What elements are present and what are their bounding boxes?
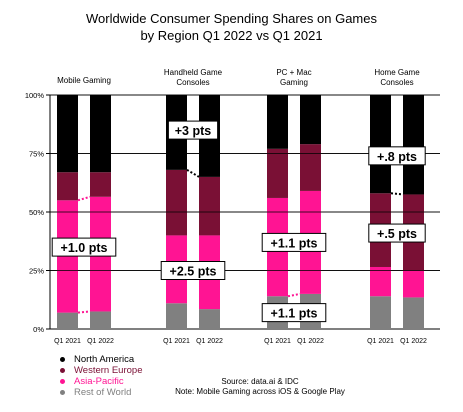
bar-segment-north-america (267, 95, 288, 149)
legend-swatch (60, 357, 65, 362)
group-header-pc-mac-gaming: Gaming (280, 78, 308, 87)
bar-segment-western-europe (166, 169, 187, 236)
group-header-mobile-gaming: Mobile Gaming (57, 76, 111, 85)
annotation-box (160, 261, 226, 280)
annotation-label-western-europe: +.5 pts (377, 227, 417, 241)
change-connector-rest-of-world (287, 292, 301, 298)
group-header-home-game-consoles: Home Game (374, 68, 420, 77)
x-tick-label: Q1 2022 (297, 338, 324, 345)
legend-label: North America (74, 354, 135, 365)
legend-item-asia-pacific: Asia-Pacific (60, 376, 142, 387)
legend-label: Western Europe (74, 365, 143, 376)
legend-swatch (60, 368, 65, 373)
y-tick-label: 50% (29, 208, 44, 217)
legend-label: Asia-Pacific (74, 376, 124, 387)
bar-segment-western-europe (199, 176, 220, 236)
bar-segment-asia-pacific (403, 270, 424, 298)
bar-segment-north-america (300, 95, 321, 145)
bar-segment-north-america (90, 95, 111, 173)
annotation-label-asia-pacific: +1.1 pts (271, 236, 318, 250)
legend-label: Rest of World (74, 387, 132, 398)
x-tick-label: Q1 2022 (87, 338, 114, 345)
group-header-home-game-consoles: Consoles (380, 78, 413, 87)
annotation-box (261, 232, 327, 252)
y-tick-label: 0% (33, 325, 44, 334)
y-tick-label: 75% (29, 150, 44, 159)
annotation-label-asia-pacific: +1.0 pts (61, 241, 108, 255)
change-connector-western-europe (390, 192, 404, 196)
bar-segment-western-europe (267, 148, 288, 198)
annotation-box (368, 223, 426, 243)
annotation-box (167, 120, 219, 140)
bar-segment-rest-of-world (90, 311, 111, 329)
legend-item-rest-of-world: Rest of World (60, 387, 142, 398)
bar-segment-western-europe (90, 172, 111, 197)
group-header-pc-mac-gaming: PC + Mac (276, 68, 311, 77)
chart-subtitle: by Region Q1 2022 vs Q1 2021 (140, 28, 323, 43)
bar-segment-rest-of-world (370, 296, 391, 329)
x-tick-label: Q1 2021 (367, 338, 394, 345)
annotation-box (51, 237, 117, 257)
change-connector-asia-pacific (77, 195, 91, 202)
chart-title: Worldwide Consumer Spending Shares on Ga… (86, 11, 377, 26)
annotation-box (368, 146, 426, 166)
bar-segment-rest-of-world (403, 297, 424, 329)
bar-segment-western-europe (300, 144, 321, 191)
x-tick-label: Q1 2021 (54, 338, 81, 345)
annotation-box (261, 303, 327, 323)
legend-item-western-europe: Western Europe (60, 365, 142, 376)
annotation-label-rest-of-world: +1.1 pts (271, 307, 318, 321)
annotation-label-asia-pacific: +2.5 pts (170, 265, 217, 279)
legend-swatch (60, 379, 65, 384)
source-note: Source: data.ai & IDC (221, 377, 299, 386)
change-connector-rest-of-world (77, 310, 91, 314)
x-tick-label: Q1 2022 (400, 338, 427, 345)
annotation-label-north-america: +3 pts (175, 124, 212, 138)
group-header-handheld-game-consoles: Handheld Game (164, 68, 223, 77)
mobile-gaming-note: Note: Mobile Gaming across iOS & Google … (175, 387, 345, 396)
x-tick-label: Q1 2022 (196, 338, 223, 345)
bar-segment-north-america (403, 95, 424, 195)
bar-segment-western-europe (57, 172, 78, 201)
x-tick-label: Q1 2021 (264, 338, 291, 345)
bar-segment-rest-of-world (166, 303, 187, 329)
bar-segment-asia-pacific (370, 266, 391, 297)
bar-segment-rest-of-world (57, 312, 78, 329)
group-header-handheld-game-consoles: Consoles (176, 78, 209, 87)
annotation-label-north-america: +.8 pts (377, 150, 417, 164)
legend-item-north-america: North America (60, 354, 142, 365)
change-connector-western-europe (186, 169, 200, 178)
chart-legend: North America Western Europe Asia-Pacifi… (60, 354, 142, 398)
bar-segment-north-america (370, 95, 391, 194)
bar-segment-rest-of-world (199, 309, 220, 329)
y-tick-label: 25% (29, 267, 44, 276)
x-tick-label: Q1 2021 (163, 338, 190, 345)
legend-swatch (60, 390, 65, 395)
bar-segment-north-america (57, 95, 78, 173)
y-tick-label: 100% (25, 91, 45, 100)
